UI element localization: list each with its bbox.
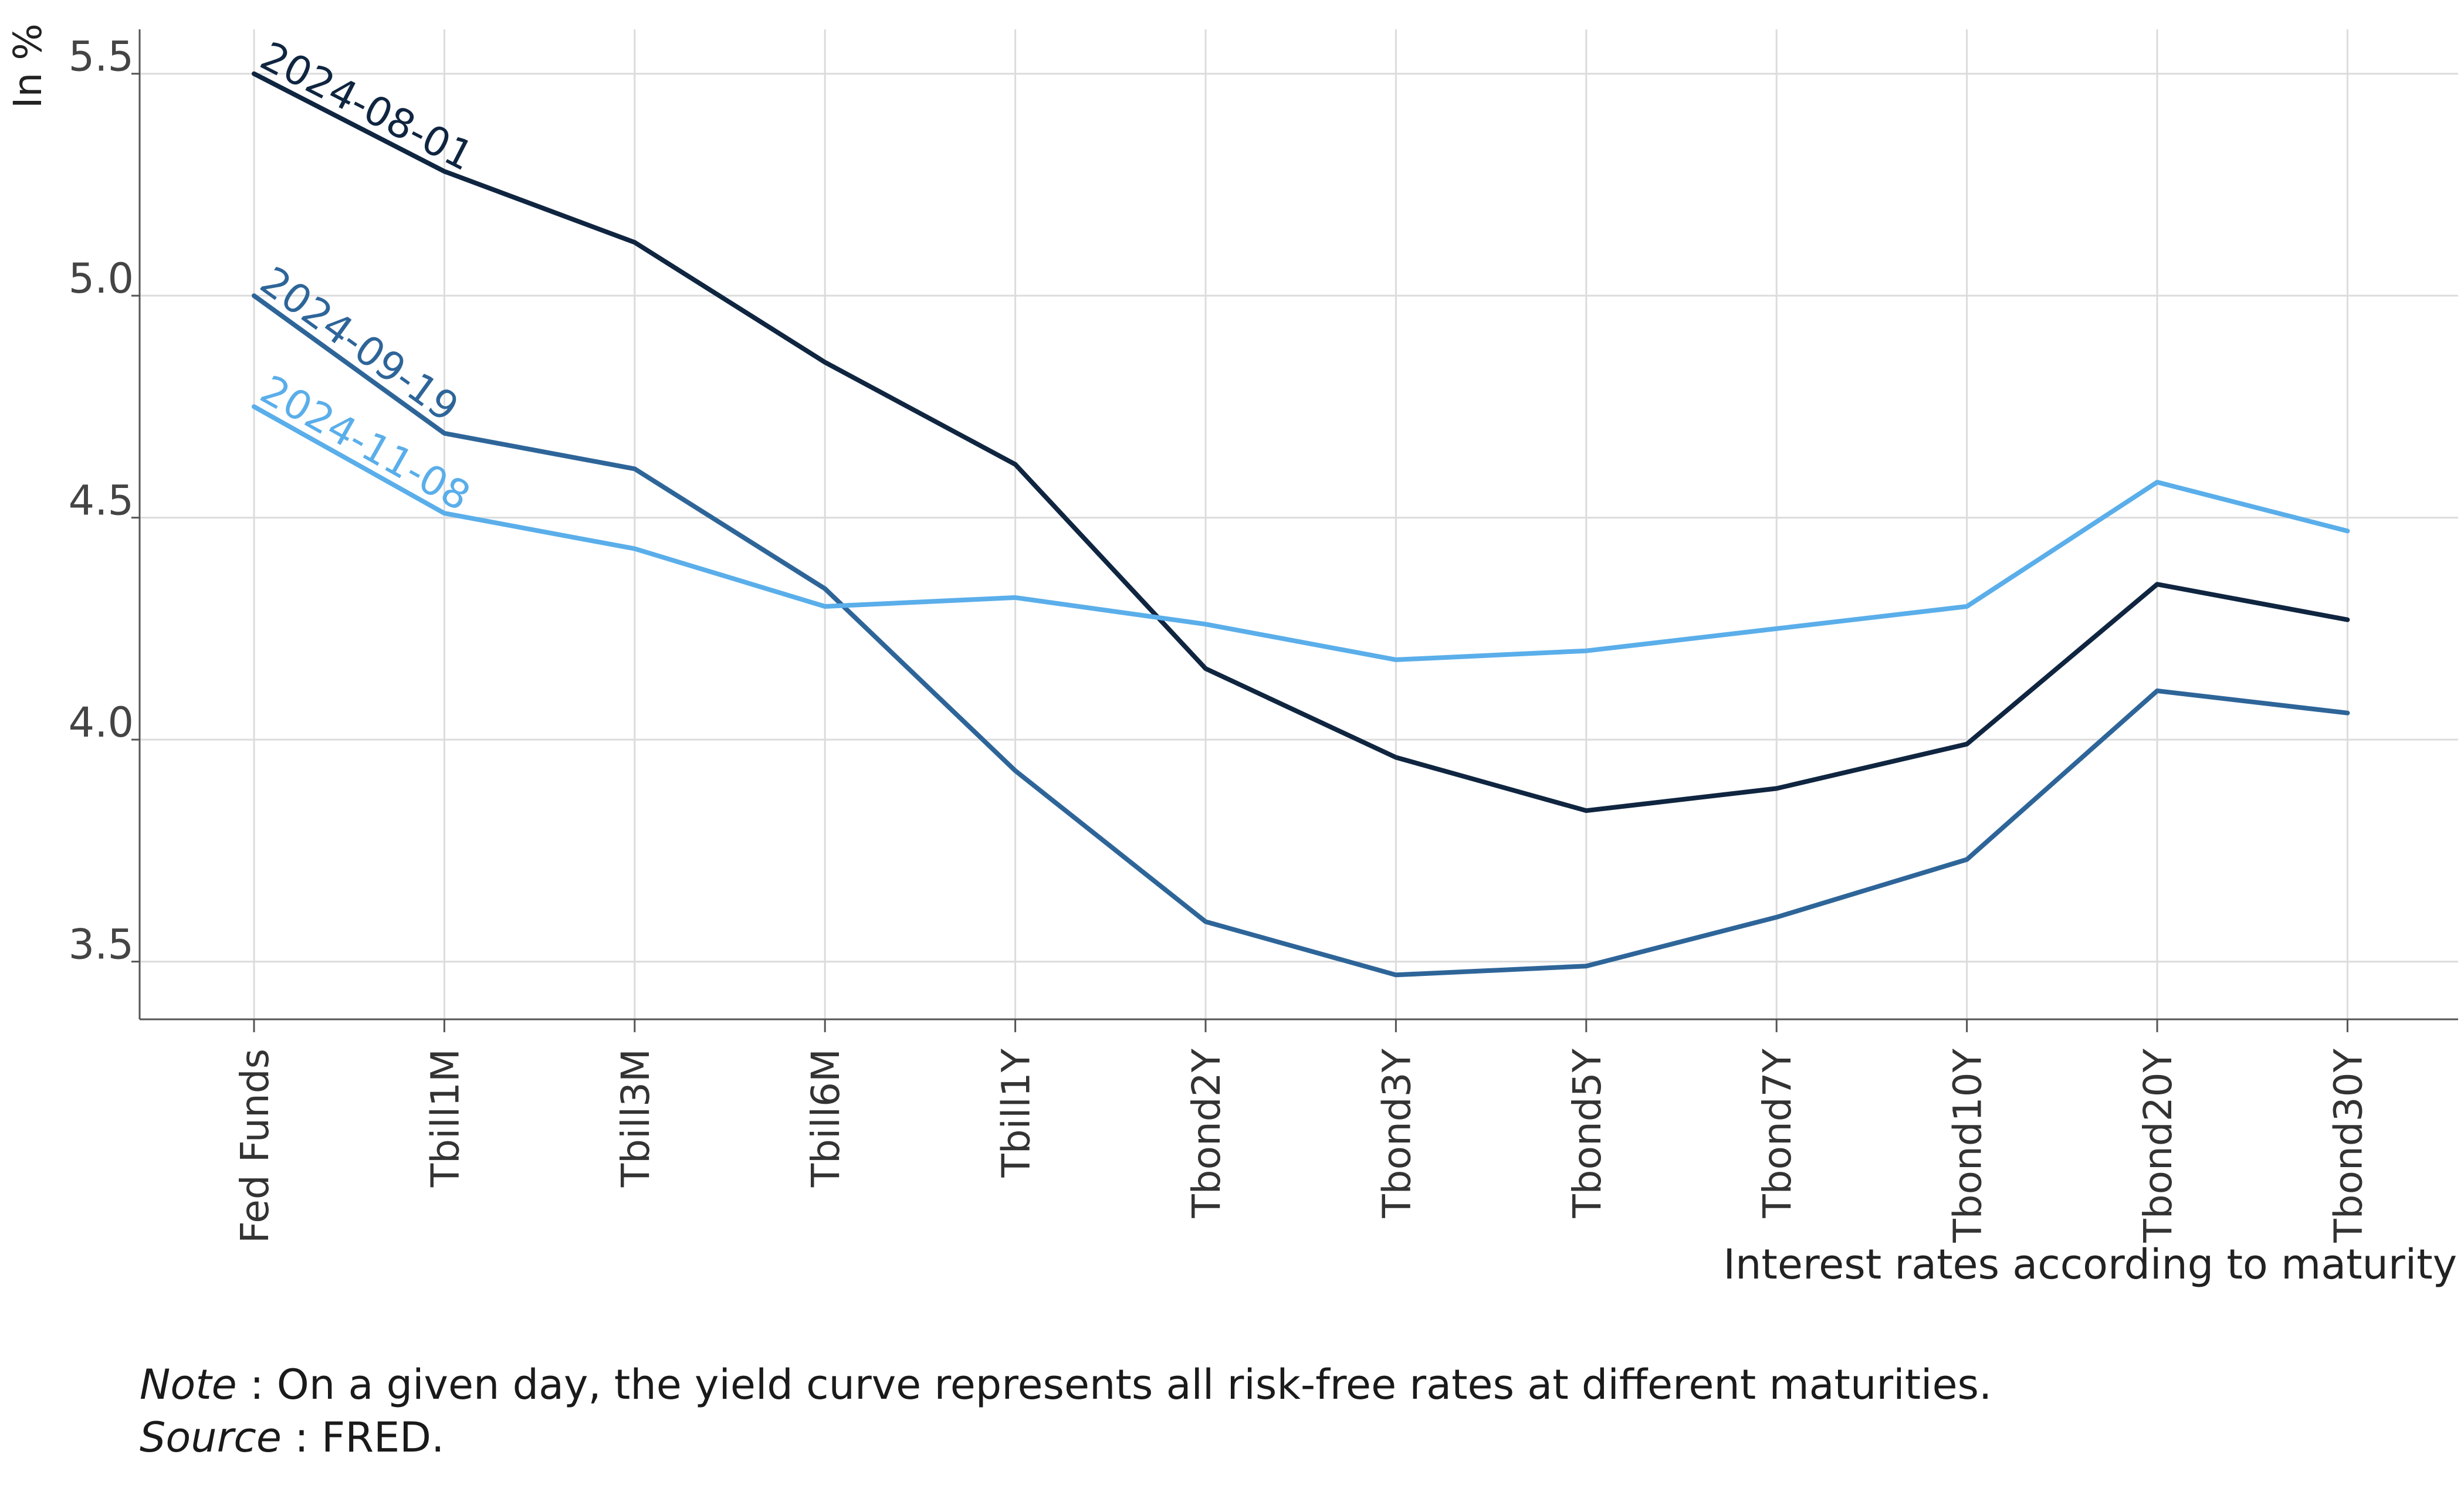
y-tick-label: 4.0 [69, 699, 134, 747]
x-tick-label: Tbond2Y [1184, 1048, 1229, 1218]
x-tick-label: Fed Funds [232, 1049, 277, 1243]
x-tick-label: Tbond30Y [2326, 1048, 2371, 1243]
x-tick-label: Tbond5Y [1565, 1048, 1610, 1218]
axes [131, 29, 2458, 1032]
series-label: 2024-08-01 [253, 33, 480, 181]
source-label: Source [140, 1413, 282, 1462]
grid [140, 29, 2458, 1019]
note-text: : On a given day, the yield curve repres… [236, 1361, 1992, 1409]
source-text: : FRED. [281, 1413, 445, 1462]
note-label: Note [140, 1361, 237, 1409]
x-axis-title: Interest rates according to maturity [1723, 1240, 2457, 1289]
x-tick-label: Tbill3M [613, 1049, 658, 1188]
series-lines [252, 71, 2350, 978]
y-tick-label: 5.0 [69, 255, 134, 303]
y-tick-label: 5.5 [69, 33, 134, 81]
y-axis-title: In % [5, 23, 50, 109]
x-tick-label: Tbond3Y [1374, 1048, 1419, 1218]
series-line [252, 71, 2350, 813]
y-tick-label: 3.5 [69, 921, 134, 969]
chart-source: Source : FRED. [140, 1413, 444, 1462]
chart-note: Note : On a given day, the yield curve r… [140, 1361, 1992, 1409]
series-line [252, 293, 2350, 978]
x-tick-label: Tbill1Y [994, 1048, 1039, 1178]
x-tick-label: Tbill1M [422, 1049, 468, 1188]
y-tick-label: 4.5 [69, 477, 134, 525]
x-tick-label: Tbond20Y [2135, 1048, 2181, 1243]
x-tick-label: Tbond10Y [1945, 1048, 1991, 1243]
series-line [252, 404, 2350, 662]
x-tick-label: Tbill6M [803, 1049, 848, 1188]
x-tick-label: Tbond7Y [1755, 1048, 1800, 1218]
axis-labels: 3.5 4.0 4.5 5.0 5.5 Fed Funds Tbill1M Tbill3M Tb… [5, 23, 2457, 1289]
